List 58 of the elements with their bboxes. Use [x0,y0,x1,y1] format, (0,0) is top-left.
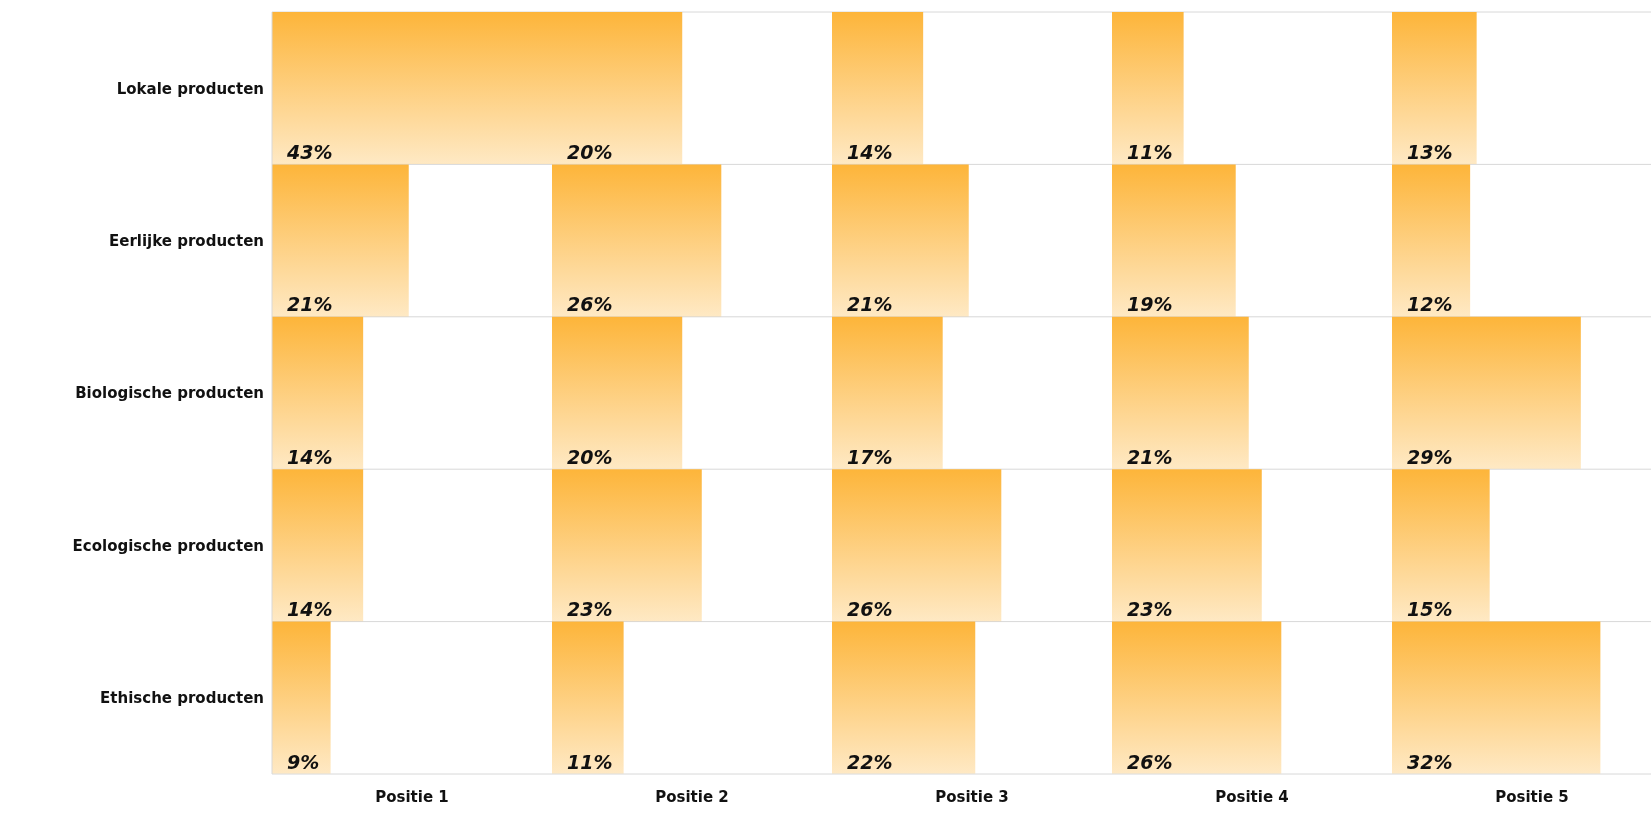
bar [1112,469,1262,622]
data-label: 13% [1407,141,1453,163]
data-label: 21% [847,293,893,316]
data-label: 15% [1407,598,1453,621]
bar [552,164,722,317]
bar [1112,164,1236,317]
bar [272,164,409,317]
x-axis-title: Positie 2 [655,788,729,806]
bar [552,316,683,469]
bar [1392,164,1471,317]
data-label: 9% [287,750,320,773]
bar [272,621,331,774]
data-label: 17% [847,445,893,468]
data-label: 12% [1407,293,1453,316]
x-axis-title: Positie 1 [375,788,449,806]
bar [1112,316,1249,469]
bar [1392,621,1601,774]
data-label: 26% [567,293,613,316]
data-label: 14% [847,141,893,163]
bar [552,621,624,774]
data-label: 21% [1127,445,1173,468]
bar [832,164,969,317]
bar [832,469,1002,622]
bar [1112,12,1184,164]
data-label: 20% [567,141,613,163]
y-tick-label: Ethische producten [100,689,264,708]
data-label: 21% [287,293,333,316]
data-label: 23% [1127,598,1173,621]
x-axis-title: Positie 3 [935,788,1009,806]
x-axis-title: Positie 4 [1215,788,1289,806]
bar [272,469,364,622]
x-axis-title: Positie 5 [1495,788,1569,806]
data-label: 11% [1127,141,1173,163]
bar [832,12,924,164]
bar [832,621,976,774]
bar [1392,12,1477,164]
data-label: 23% [567,598,613,621]
y-tick-label: Eerlijke producten [109,231,264,250]
data-label: 14% [287,445,333,468]
bar [552,469,702,622]
data-label: 43% [286,141,333,163]
data-label: 14% [287,598,333,621]
y-tick-label: Lokale producten [116,79,264,98]
bar [832,316,943,469]
bar [1392,469,1490,622]
bar [1392,316,1581,469]
y-tick-label: Ecologische producten [72,536,264,555]
data-label: 32% [1407,750,1453,773]
data-label: 26% [847,598,893,621]
data-label: 26% [1127,750,1173,773]
data-label: 11% [567,750,613,773]
data-label: 20% [567,445,613,468]
y-tick-label: Biologische producten [75,384,264,403]
data-label: 19% [1127,293,1173,316]
data-label: 29% [1407,445,1453,468]
bar [1112,621,1282,774]
bar [272,316,364,469]
data-label: 22% [847,750,893,773]
